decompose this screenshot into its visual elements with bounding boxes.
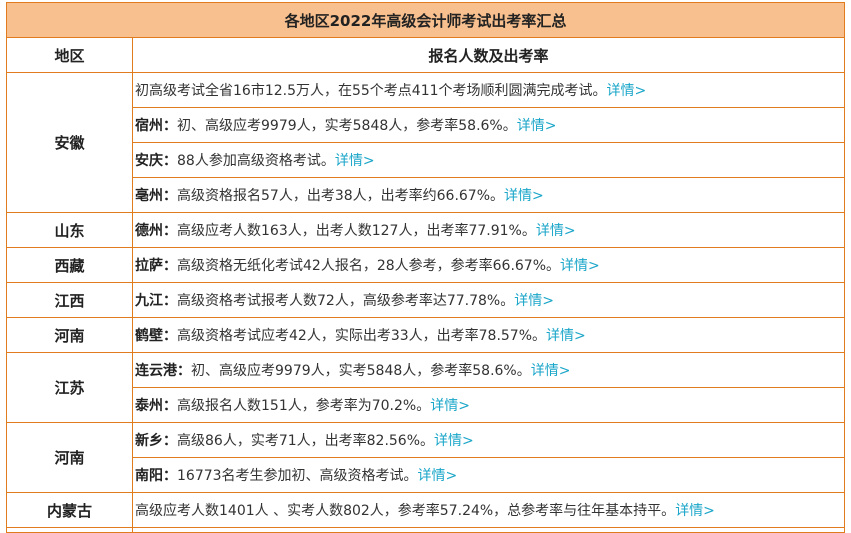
details-link[interactable]: 详情>	[504, 188, 544, 204]
details-link[interactable]: 详情>	[530, 363, 571, 379]
city-label: 新乡：	[135, 433, 177, 449]
city-label: 九江：	[135, 293, 177, 309]
info-text: 高级报名人数151人，参考率为70.2%。	[177, 398, 431, 414]
info-text: 高级资格无纸化考试42人报名，28人参考，参考率66.67%。	[177, 258, 561, 274]
city-label: 亳州：	[135, 188, 177, 204]
info-text: 高级应考人数1401人 、实考人数802人，参考率57.24%，总参考率与往年基…	[135, 503, 676, 519]
details-link[interactable]: 详情>	[675, 503, 715, 519]
table-row: 河南 鹤壁：高级资格考试应考42人，实际出考33人，出考率78.57%。详情>	[6, 317, 845, 353]
details-link[interactable]: 详情>	[430, 398, 470, 414]
info-cell: 九江：高级资格考试报考人数72人，高级参考率达77.78%。详情>	[132, 282, 845, 318]
city-label: 安庆：	[135, 153, 177, 169]
info-text: 高级应考人数163人，出考人数127人，出考率77.91%。	[177, 223, 536, 239]
city-label: 泰州：	[135, 398, 177, 414]
table-row: 安庆：88人参加高级资格考试。详情>	[7, 142, 845, 178]
info-cell: 宿州：初、高级应考9979人，实考5848人，参考率58.6%。详情>	[132, 107, 845, 143]
header-region: 地区	[6, 37, 133, 73]
info-cell: 德州：高级应考人数163人，出考人数127人，出考率77.91%。详情>	[132, 212, 845, 248]
city-label: 宿州：	[135, 118, 177, 134]
table-row: 宿州：初、高级应考9979人，实考5848人，参考率58.6%。详情>	[7, 107, 845, 143]
table-row: 南阳：16773名考生参加初、高级资格考试。详情>	[7, 457, 845, 493]
details-link[interactable]: 详情>	[606, 83, 647, 99]
table-row: 西藏 拉萨：高级资格无纸化考试42人报名，28人参考，参考率66.67%。详情>	[6, 247, 845, 283]
info-cell: 高级应考人数1401人 、实考人数802人，参考率57.24%，总参考率与往年基…	[132, 492, 845, 528]
table-row: 内蒙古 高级应考人数1401人 、实考人数802人，参考率57.24%，总参考率与…	[6, 492, 845, 528]
details-link[interactable]: 详情>	[535, 223, 576, 239]
region-cell: 西藏	[6, 247, 133, 283]
region-cell: 江苏	[6, 352, 133, 423]
info-cell: 安庆：88人参加高级资格考试。详情>	[132, 142, 845, 178]
info-text: 高级资格考试应考42人，实际出考33人，出考率78.57%。	[177, 328, 547, 344]
region-cell: 河南	[6, 317, 133, 353]
info-text: 初、高级应考9979人，实考5848人，参考率58.6%。	[191, 363, 531, 379]
table-row: 河南 新乡：高级86人，实考71人，出考率82.56%。详情>	[6, 422, 845, 493]
details-link[interactable]: 详情>	[560, 258, 600, 274]
header-info: 报名人数及出考率	[132, 37, 845, 73]
info-text: 高级资格报名57人，出考38人，出考率约66.67%。	[177, 188, 505, 204]
info-text: 高级86人，实考71人，出考率82.56%。	[177, 433, 435, 449]
info-text: 初、高级应考9979人，实考5848人，参考率58.6%。	[177, 118, 517, 134]
exam-rate-summary-table: 各地区2022年高级会计师考试出考率汇总 地区 报名人数及出考率 安徽 初高级考试…	[6, 2, 845, 533]
table-row: 亳州：高级资格报名57人，出考38人，出考率约66.67%。详情>	[7, 177, 845, 213]
details-link[interactable]: 详情>	[417, 468, 458, 484]
details-link[interactable]: 详情>	[516, 118, 557, 134]
region-cell: 安徽	[6, 72, 133, 213]
region-cell: 江西	[6, 282, 133, 318]
info-cell: 拉萨：高级资格无纸化考试42人报名，28人参考，参考率66.67%。详情>	[132, 247, 845, 283]
details-link[interactable]: 详情>	[546, 328, 586, 344]
details-link[interactable]: 详情>	[334, 153, 375, 169]
info-cell: 鹤壁：高级资格考试应考42人，实际出考33人，出考率78.57%。详情>	[132, 317, 845, 353]
info-cell: 新乡：高级86人，实考71人，出考率82.56%。详情>	[132, 422, 845, 458]
city-label: 南阳：	[135, 468, 177, 484]
info-cell: 初高级考试全省16市12.5万人，在55个考点411个考场顺利圆满完成考试。详情…	[132, 72, 845, 108]
info-cell: 南阳：16773名考生参加初、高级资格考试。详情>	[132, 457, 845, 493]
details-link[interactable]: 详情>	[434, 433, 474, 449]
info-text: 高级资格考试报考人数72人，高级参考率达77.78%。	[177, 293, 515, 309]
region-cell: 山东	[6, 212, 133, 248]
info-text: 初高级考试全省16市12.5万人，在55个考点411个考场顺利圆满完成考试。	[135, 83, 607, 99]
table-row: 山东 德州：高级应考人数163人，出考人数127人，出考率77.91%。详情>	[6, 212, 845, 248]
info-text: 16773名考生参加初、高级资格考试。	[177, 468, 418, 484]
city-label: 拉萨：	[135, 258, 177, 274]
table-row: 江苏 连云港：初、高级应考9979人，实考5848人，参考率58.6%。详情>	[6, 352, 845, 423]
region-cell: 内蒙古	[6, 492, 133, 528]
table-row: 泰州：高级报名人数151人，参考率为70.2%。详情>	[7, 387, 845, 423]
city-label: 德州：	[135, 223, 177, 239]
table-row: 江西 九江：高级资格考试报考人数72人，高级参考率达77.78%。详情>	[6, 282, 845, 318]
info-cell: 连云港：初、高级应考9979人，实考5848人，参考率58.6%。详情>	[132, 352, 845, 388]
info-cell: 泰州：高级报名人数151人，参考率为70.2%。详情>	[132, 387, 845, 423]
details-link[interactable]: 详情>	[514, 293, 554, 309]
info-text: 88人参加高级资格考试。	[177, 153, 335, 169]
region-cell: 河南	[6, 422, 133, 493]
table-title: 各地区2022年高级会计师考试出考率汇总	[6, 2, 845, 38]
info-cell: 亳州：高级资格报名57人，出考38人，出考率约66.67%。详情>	[132, 177, 845, 213]
city-label: 鹤壁：	[135, 328, 177, 344]
city-label: 连云港：	[135, 363, 191, 379]
table-row: 安徽 初高级考试全省16市12.5万人，在55个考点411个考场顺利圆满完成考试。…	[6, 72, 845, 213]
